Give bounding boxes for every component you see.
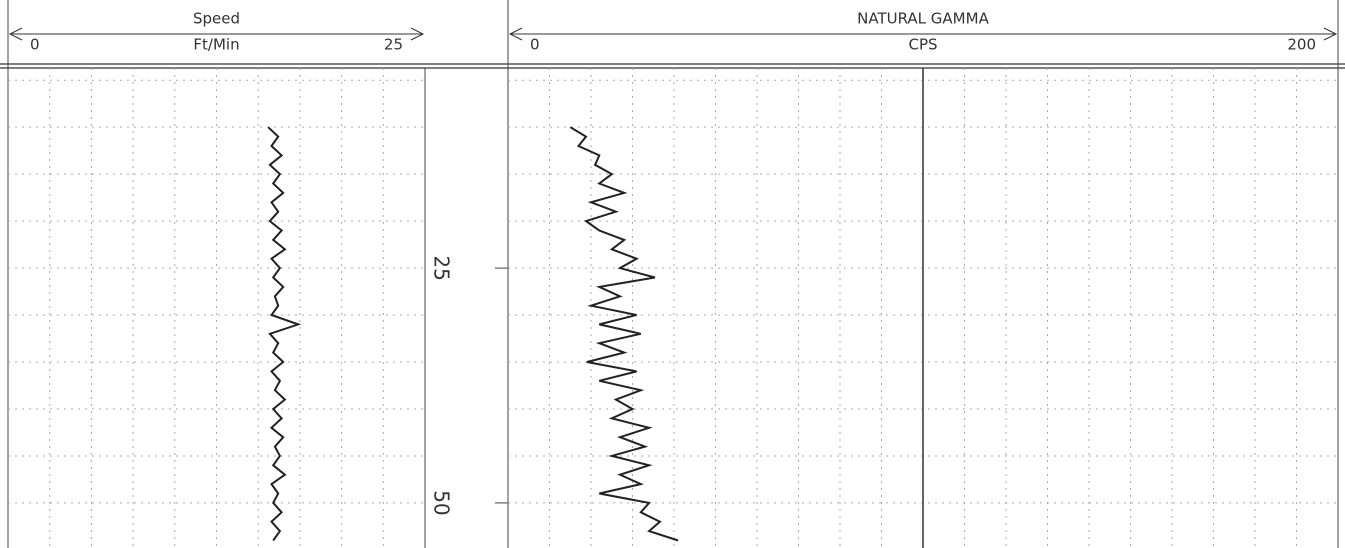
track-unit: Ft/Min	[193, 36, 239, 54]
arrow-head	[410, 27, 425, 41]
track-title: Speed	[193, 10, 240, 28]
x-tick-label: 0	[530, 36, 540, 54]
arrow-head	[8, 27, 23, 41]
track-title: NATURAL GAMMA	[857, 10, 989, 28]
track-unit: CPS	[908, 36, 937, 54]
arrow-head	[508, 27, 523, 41]
x-tick-label: 200	[1287, 36, 1316, 54]
depth-label: 25	[430, 255, 454, 280]
x-tick-label: 0	[30, 36, 40, 54]
depth-label: 50	[430, 490, 454, 515]
log-curve	[569, 126, 679, 542]
arrow-head	[1323, 27, 1338, 41]
x-tick-label: 25	[384, 36, 403, 54]
log-curve	[267, 126, 302, 542]
